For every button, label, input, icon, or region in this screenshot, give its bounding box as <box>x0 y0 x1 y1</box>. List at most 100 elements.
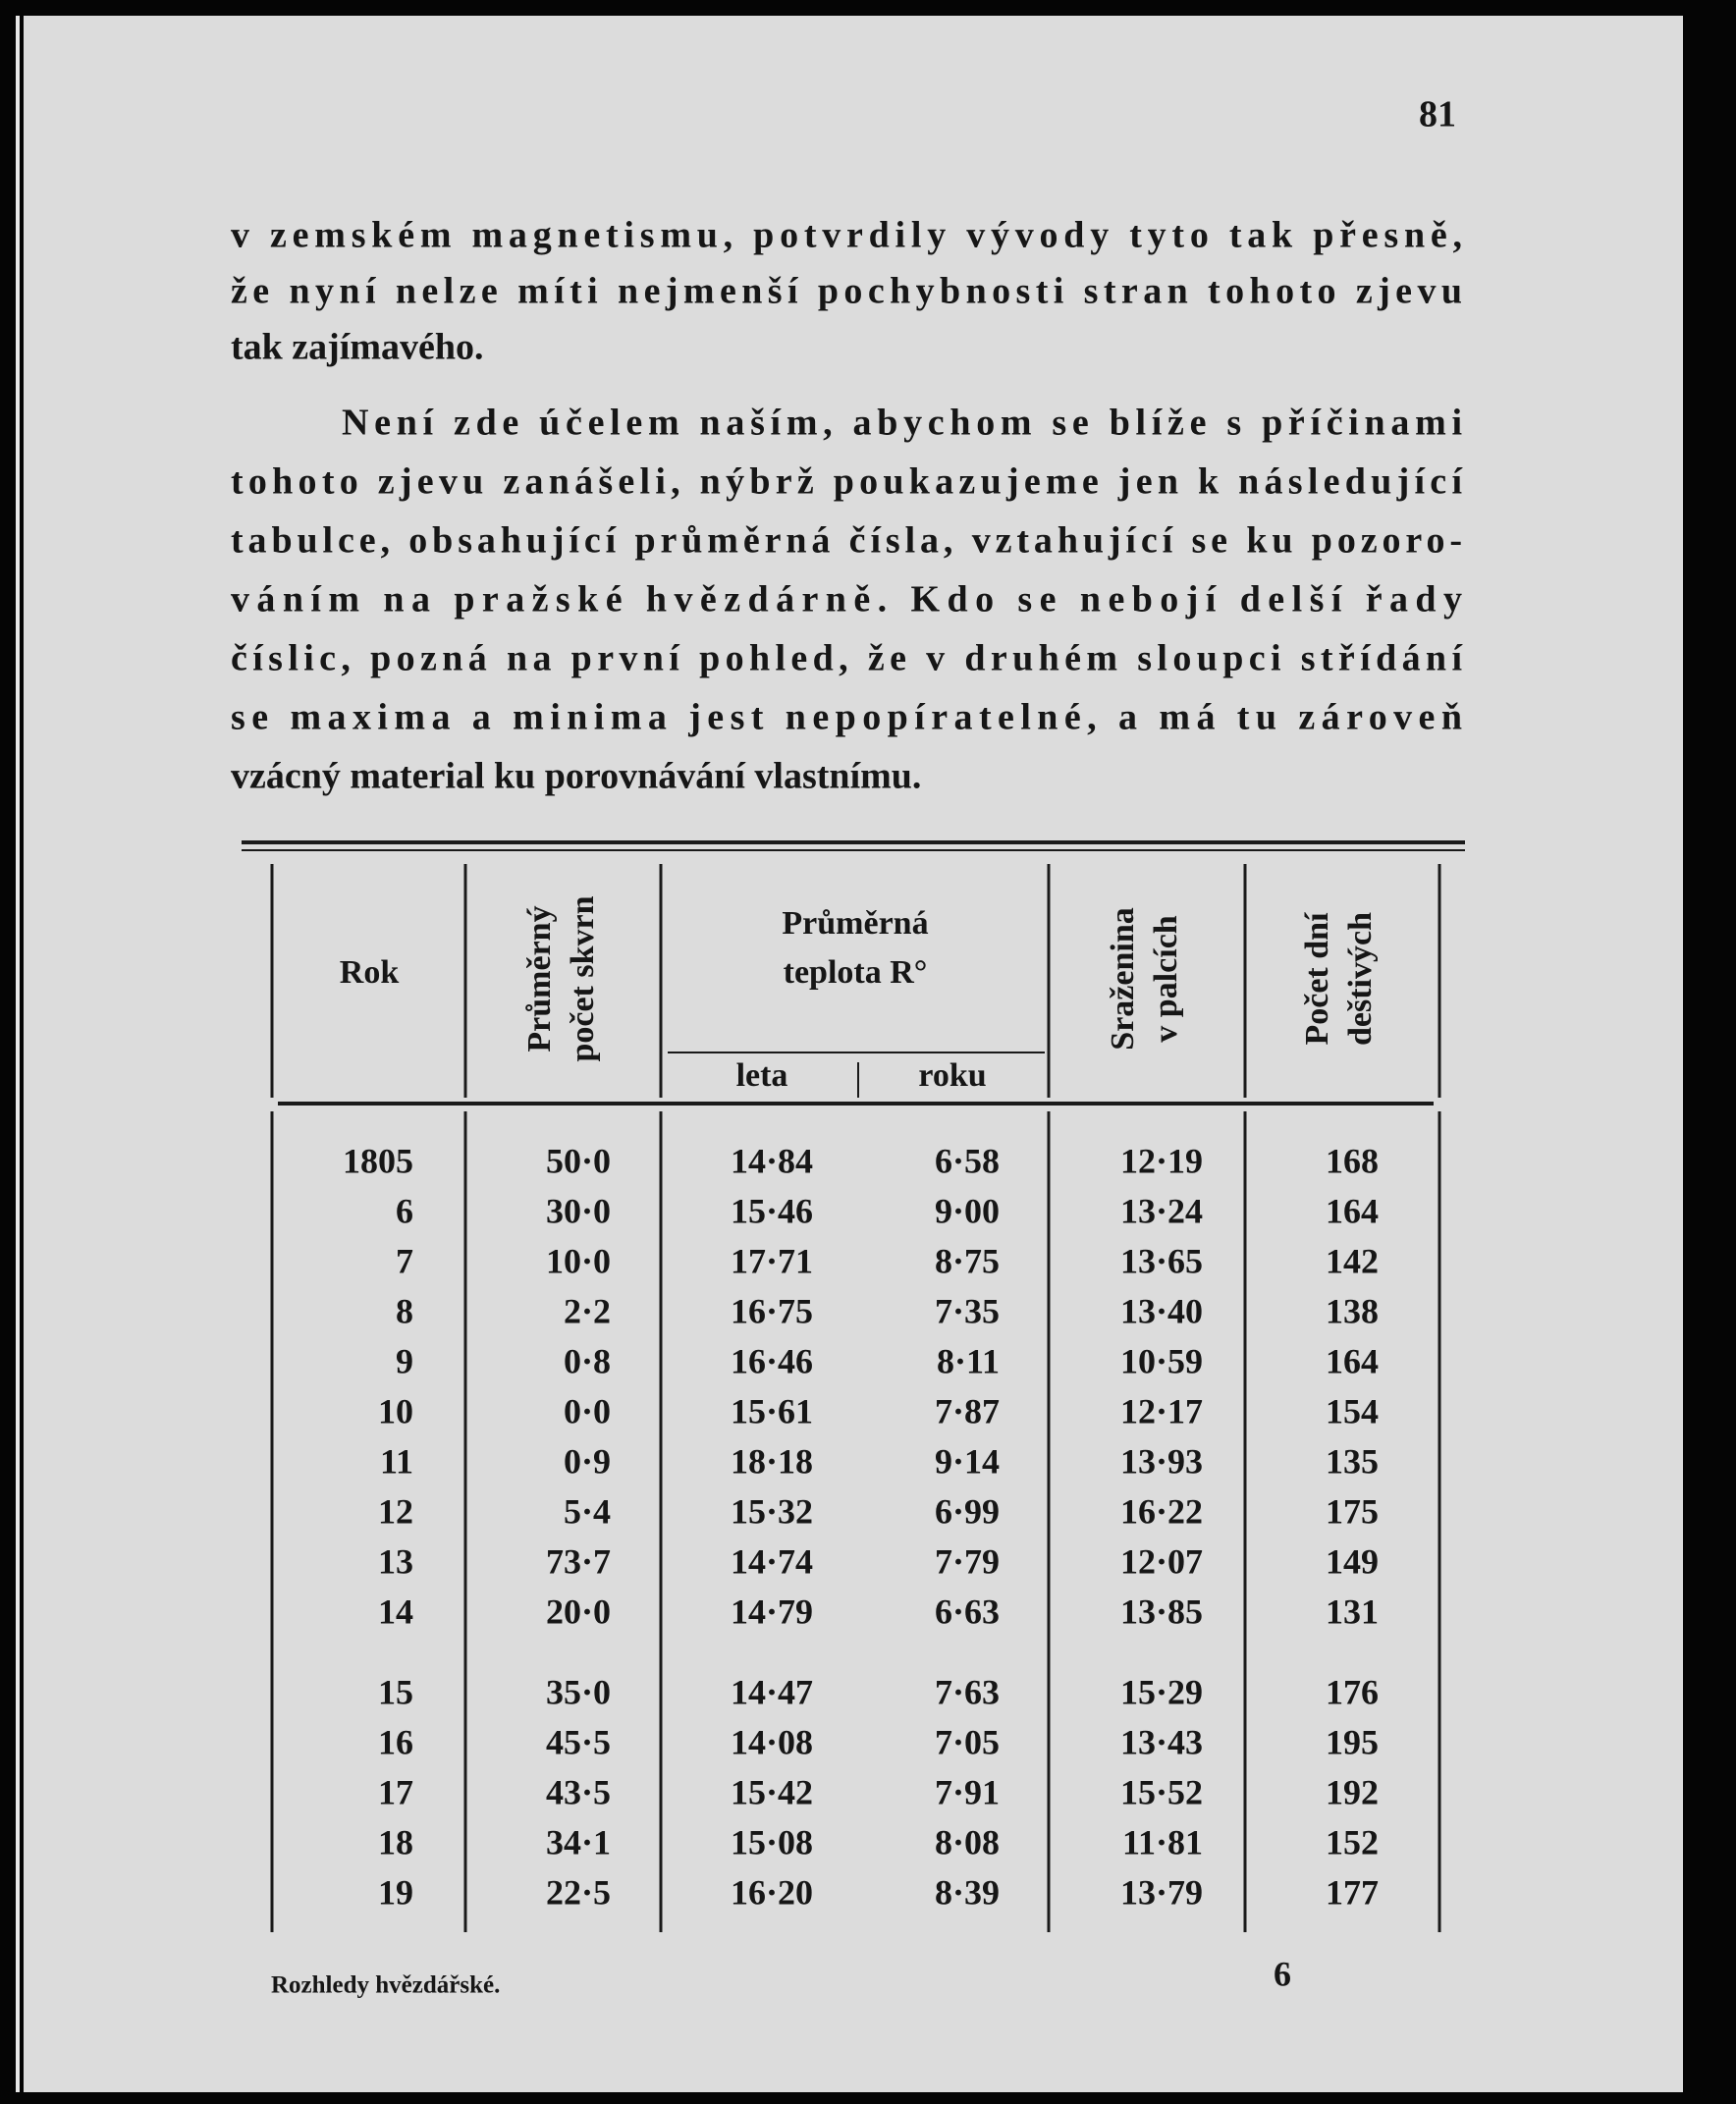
table-cell: 14·47 <box>731 1672 813 1711</box>
header-rotated: v palcích <box>1148 915 1184 1042</box>
paragraph-line: tak zajímavého. <box>231 327 484 368</box>
table-cell: 16·22 <box>1120 1491 1203 1531</box>
header-year: Rok <box>340 954 400 991</box>
table-cell: 50·0 <box>546 1141 611 1180</box>
table-cell: 0·0 <box>564 1391 611 1430</box>
header-temperature: teplota R° <box>784 954 928 991</box>
table-cell: 15·08 <box>731 1822 813 1861</box>
table-cell: 138 <box>1326 1291 1379 1330</box>
table-cell: 131 <box>1326 1591 1379 1631</box>
header-annual: roku <box>918 1057 986 1094</box>
table-cell: 7·91 <box>935 1772 1000 1811</box>
table-cell: 16·75 <box>731 1291 813 1330</box>
table-cell: 154 <box>1326 1391 1379 1430</box>
table-cell: 175 <box>1326 1491 1379 1531</box>
table-cell: 19 <box>378 1872 413 1912</box>
paragraph-line: v zemském magnetismu, potvrdily vývody t… <box>231 215 1462 256</box>
paper <box>24 16 1683 2092</box>
table-cell: 195 <box>1326 1722 1379 1761</box>
table-cell: 11 <box>380 1441 413 1481</box>
table-cell: 10·0 <box>546 1241 611 1280</box>
table-cell: 5·4 <box>564 1491 611 1531</box>
table-cell: 142 <box>1326 1241 1379 1280</box>
header-summer: leta <box>736 1057 788 1094</box>
paragraph-line: vzácný material ku porovnávání vlastnímu… <box>231 756 921 797</box>
table-cell: 13·93 <box>1120 1441 1203 1481</box>
table-cell: 18 <box>378 1822 413 1861</box>
table-cell: 6·58 <box>935 1141 1000 1180</box>
table-cell: 8·11 <box>937 1341 1000 1380</box>
table-cell: 18·18 <box>731 1441 813 1481</box>
table-cell: 7·79 <box>935 1541 1000 1581</box>
table-cell: 15·42 <box>731 1772 813 1811</box>
table-cell: 20·0 <box>546 1591 611 1631</box>
table-cell: 13·79 <box>1120 1872 1203 1912</box>
table-cell: 14·08 <box>731 1722 813 1761</box>
table-cell: 0·8 <box>564 1341 611 1380</box>
header-temperature: Průměrná <box>782 905 928 942</box>
table-cell: 15·29 <box>1120 1672 1203 1711</box>
table-cell: 15·46 <box>731 1191 813 1230</box>
table-cell: 16 <box>378 1722 413 1761</box>
footer-journal: Rozhledy hvězdářské. <box>271 1972 500 1999</box>
table-cell: 22·5 <box>546 1872 611 1912</box>
table-cell: 9·14 <box>935 1441 1000 1481</box>
table-cell: 6 <box>396 1191 413 1230</box>
table-cell: 8·75 <box>935 1241 1000 1280</box>
table-cell: 17 <box>378 1772 413 1811</box>
table-cell: 149 <box>1326 1541 1379 1581</box>
table-cell: 13·85 <box>1120 1591 1203 1631</box>
table-cell: 152 <box>1326 1822 1379 1861</box>
table-cell: 8 <box>396 1291 413 1330</box>
paragraph-line: se maxima a minima jest nepopíratelné, a… <box>231 697 1462 738</box>
table-cell: 8·39 <box>935 1872 1000 1912</box>
table-cell: 8·08 <box>935 1822 1000 1861</box>
table-cell: 7·63 <box>935 1672 1000 1711</box>
table-cell: 45·5 <box>546 1722 611 1761</box>
table-cell: 12·19 <box>1120 1141 1203 1180</box>
table-cell: 13·24 <box>1120 1191 1203 1230</box>
table-cell: 13·43 <box>1120 1722 1203 1761</box>
table-cell: 14·84 <box>731 1141 813 1180</box>
table-cell: 30·0 <box>546 1191 611 1230</box>
header-rotated: Počet dní <box>1299 912 1335 1046</box>
table-cell: 15·52 <box>1120 1772 1203 1811</box>
table-cell: 164 <box>1326 1341 1379 1380</box>
table-cell: 10 <box>378 1391 413 1430</box>
table-cell: 135 <box>1326 1441 1379 1481</box>
table-cell: 43·5 <box>546 1772 611 1811</box>
table-cell: 0·9 <box>564 1441 611 1481</box>
table-cell: 12·17 <box>1120 1391 1203 1430</box>
header-rotated: deštivých <box>1342 912 1379 1046</box>
paragraph-line: že nyní nelze míti nejmenší pochybnosti … <box>231 271 1462 312</box>
table-cell: 17·71 <box>731 1241 813 1280</box>
table-cell: 73·7 <box>546 1541 611 1581</box>
table-cell: 177 <box>1326 1872 1379 1912</box>
table-cell: 15·61 <box>731 1391 813 1430</box>
table-cell: 6·99 <box>935 1491 1000 1531</box>
table-cell: 7·87 <box>935 1391 1000 1430</box>
paragraph-line: číslic, pozná na první pohled, že v druh… <box>231 638 1463 679</box>
table-cell: 10·59 <box>1120 1341 1203 1380</box>
table-cell: 35·0 <box>546 1672 611 1711</box>
table-cell: 16·46 <box>731 1341 813 1380</box>
table-cell: 13 <box>378 1541 413 1581</box>
table-cell: 14·74 <box>731 1541 813 1581</box>
table-cell: 1805 <box>343 1141 413 1180</box>
table-cell: 9 <box>396 1341 413 1380</box>
table-cell: 15 <box>378 1672 413 1711</box>
table-cell: 12·07 <box>1120 1541 1203 1581</box>
table-cell: 16·20 <box>731 1872 813 1912</box>
table-cell: 7·35 <box>935 1291 1000 1330</box>
table-cell: 11·81 <box>1122 1822 1203 1861</box>
table-cell: 12 <box>378 1491 413 1531</box>
table-cell: 7·05 <box>935 1722 1000 1761</box>
table-cell: 34·1 <box>546 1822 611 1861</box>
table-cell: 164 <box>1326 1191 1379 1230</box>
header-rotated: Sraženina <box>1105 907 1141 1050</box>
table-cell: 176 <box>1326 1672 1379 1711</box>
table-cell: 7 <box>396 1241 413 1280</box>
table-cell: 6·63 <box>935 1591 1000 1631</box>
table-cell: 9·00 <box>935 1191 1000 1230</box>
